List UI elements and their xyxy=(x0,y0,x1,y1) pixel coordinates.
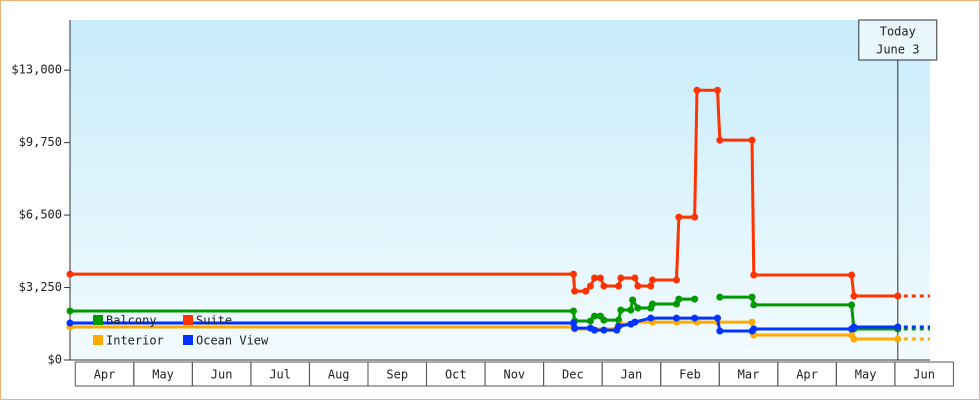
x-tick-label: Jun xyxy=(211,368,233,382)
legend-swatch xyxy=(183,335,193,345)
price-point xyxy=(750,271,758,279)
x-tick-label: Jul xyxy=(269,368,291,382)
y-tick-label: $13,000 xyxy=(11,63,62,77)
price-point xyxy=(716,327,724,335)
x-tick-label: Aug xyxy=(328,368,350,382)
price-point xyxy=(569,270,577,278)
y-tick-label: $3,250 xyxy=(19,280,62,294)
price-point xyxy=(649,276,657,284)
price-point xyxy=(691,314,699,322)
price-point xyxy=(850,335,858,343)
price-point xyxy=(850,323,858,331)
price-point xyxy=(894,335,902,343)
y-tick-label: $9,750 xyxy=(19,135,62,149)
price-point xyxy=(600,316,608,324)
price-point xyxy=(675,295,683,303)
price-point xyxy=(569,307,577,315)
price-point xyxy=(649,300,657,308)
price-point xyxy=(634,282,642,290)
legend-label: Balcony xyxy=(106,314,157,328)
price-point xyxy=(647,314,655,322)
x-tick-label: Dec xyxy=(562,368,584,382)
price-point xyxy=(748,293,756,301)
price-point xyxy=(675,213,683,221)
price-point xyxy=(615,322,623,330)
price-point xyxy=(850,292,858,300)
price-point xyxy=(716,293,724,301)
price-point xyxy=(600,326,608,334)
price-point xyxy=(693,86,701,94)
today-label: June 3 xyxy=(876,43,919,57)
price-point xyxy=(66,270,74,278)
legend-swatch xyxy=(183,315,193,325)
price-point xyxy=(66,319,74,327)
price-point xyxy=(586,317,594,325)
price-point xyxy=(631,318,639,326)
price-point xyxy=(582,287,590,295)
price-point xyxy=(591,274,599,282)
x-tick-label: Oct xyxy=(445,368,467,382)
series xyxy=(66,86,930,300)
price-point xyxy=(586,282,594,290)
price-point xyxy=(571,287,579,295)
y-tick-label: $6,500 xyxy=(19,208,62,222)
price-point xyxy=(571,324,579,332)
x-tick-cell xyxy=(894,361,954,387)
price-point xyxy=(629,296,637,304)
price-point xyxy=(627,306,635,314)
x-tick-label: May xyxy=(855,368,877,382)
price-point xyxy=(713,314,721,322)
plot-area xyxy=(70,20,930,360)
x-tick-label: Jan xyxy=(621,368,643,382)
x-tick-label: Sep xyxy=(386,368,408,382)
price-point xyxy=(600,282,608,290)
price-line xyxy=(719,295,898,331)
price-point xyxy=(750,301,758,309)
series xyxy=(66,314,930,335)
x-tick-label: Mar xyxy=(738,368,760,382)
price-point xyxy=(750,325,758,333)
price-point xyxy=(673,314,681,322)
price-point xyxy=(596,274,604,282)
price-point xyxy=(691,213,699,221)
price-point xyxy=(631,274,639,282)
x-tick-label: Apr xyxy=(796,368,818,382)
price-point xyxy=(591,326,599,334)
legend-swatch xyxy=(93,335,103,345)
price-point xyxy=(591,312,599,320)
price-point xyxy=(748,136,756,144)
price-point xyxy=(673,276,681,284)
price-point xyxy=(713,86,721,94)
price-point xyxy=(647,282,655,290)
price-point xyxy=(615,282,623,290)
x-tick-label: Jun xyxy=(913,368,935,382)
price-point xyxy=(748,318,756,326)
y-tick-label: $0 xyxy=(48,353,62,367)
price-point xyxy=(716,136,724,144)
price-point xyxy=(617,274,625,282)
price-point xyxy=(617,306,625,314)
legend-label: Ocean View xyxy=(196,334,269,348)
price-point xyxy=(66,307,74,315)
price-point xyxy=(894,323,902,331)
price-point xyxy=(848,301,856,309)
x-tick-label: May xyxy=(152,368,174,382)
legend-label: Suite xyxy=(196,314,232,328)
price-point xyxy=(634,304,642,312)
price-point xyxy=(691,295,699,303)
legend-label: Interior xyxy=(106,334,164,348)
x-tick-label: Feb xyxy=(679,368,701,382)
price-point xyxy=(848,271,856,279)
today-label: Today xyxy=(880,25,916,39)
legend-swatch xyxy=(93,315,103,325)
x-tick-label: Apr xyxy=(94,368,116,382)
today-box xyxy=(858,19,938,61)
x-tick-label: Nov xyxy=(503,368,525,382)
price-point xyxy=(894,292,902,300)
